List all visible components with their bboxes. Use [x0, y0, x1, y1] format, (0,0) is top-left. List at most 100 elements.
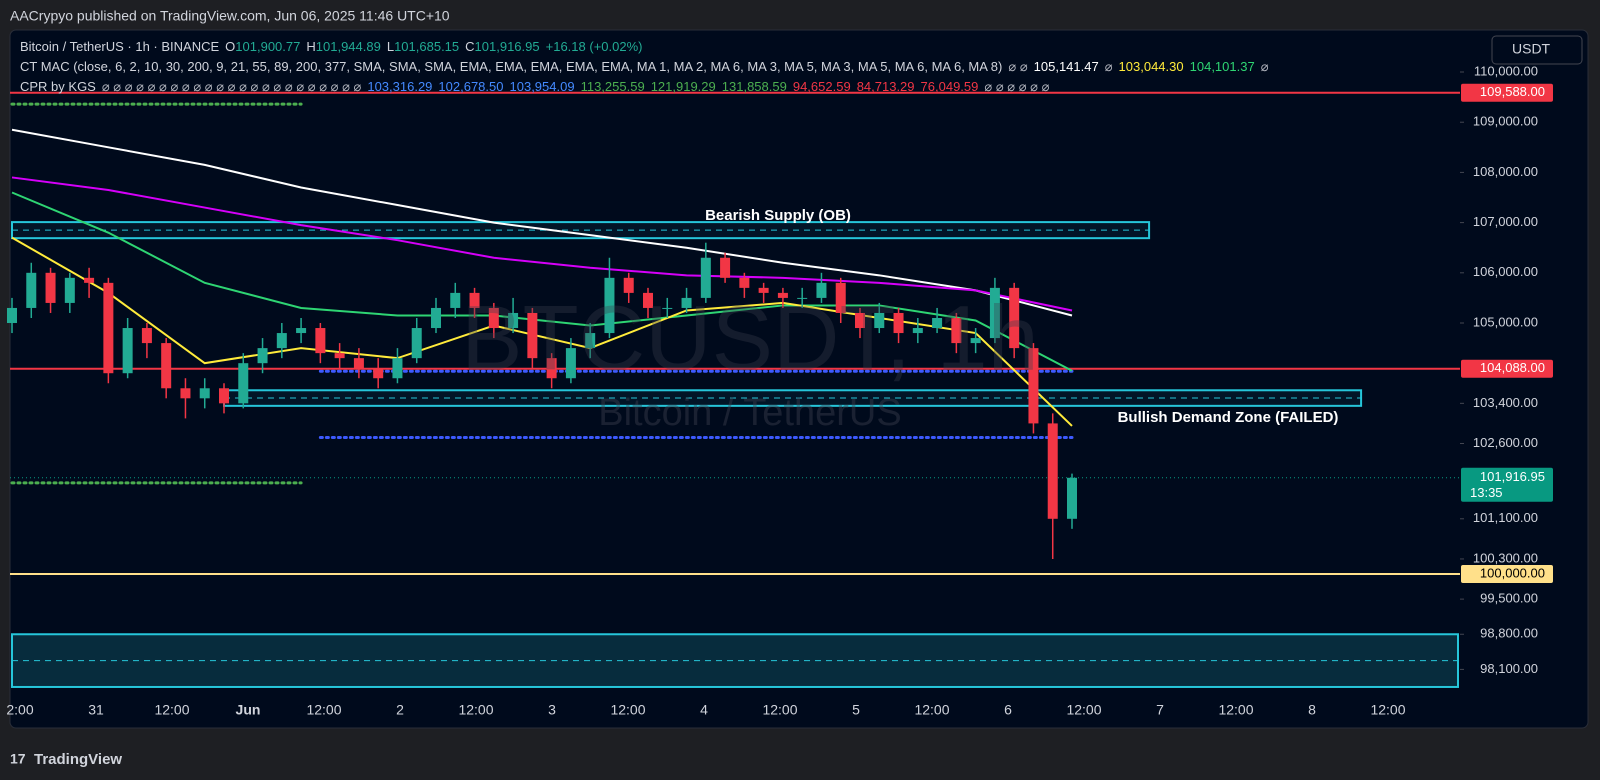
candle-body — [546, 358, 557, 379]
y-tick-label: 101,100.00 — [1473, 510, 1538, 525]
y-tick-label: 110,000.00 — [1474, 63, 1538, 78]
x-tick-label: 4 — [700, 702, 708, 718]
moving-average — [11, 176, 1073, 312]
candle-body — [623, 277, 634, 293]
legend-row: CPR by KGS ⌀ ⌀ ⌀ ⌀ ⌀ ⌀ ⌀ ⌀ ⌀ ⌀ ⌀ ⌀ ⌀ ⌀ ⌀ … — [20, 79, 1050, 94]
price-badge-label: 109,588.00 — [1480, 84, 1545, 99]
x-tick-label: 12:00 — [154, 702, 189, 718]
price-badge — [1461, 83, 1553, 102]
moving-average — [11, 191, 1073, 372]
candle-body — [122, 328, 133, 374]
legend-row: CT MAC (close, 6, 2, 10, 30, 200, 9, 21,… — [20, 59, 1269, 74]
price-badge-label: 104,088.00 — [1480, 360, 1545, 375]
candle-body — [64, 277, 75, 303]
legend-item: 104,101.37 — [1190, 59, 1255, 74]
candle-body — [488, 307, 499, 329]
y-tick-label: 106,000.00 — [1473, 264, 1538, 279]
candle-body — [219, 388, 229, 404]
y-tick-label: 107,000.00 — [1473, 214, 1538, 229]
legend-item: ⌀ — [1105, 59, 1113, 74]
candle-body — [161, 343, 172, 389]
legend-item: 131,858.59 — [722, 79, 787, 94]
legend-item: ⌀ ⌀ ⌀ ⌀ ⌀ ⌀ — [984, 79, 1049, 94]
candle-body — [508, 312, 519, 329]
y-tick-label: 102,600.00 — [1473, 435, 1538, 450]
x-tick-label: 12:00 — [306, 702, 341, 718]
legend-item: 105,141.47 — [1034, 59, 1099, 74]
zone-label: Bearish Supply (OB) — [705, 207, 851, 224]
legend-item: 113,255.59 — [581, 79, 645, 94]
candle-body — [643, 292, 653, 308]
candle-body — [777, 292, 788, 298]
legend-item: 103,044.30 — [1119, 59, 1184, 74]
candle-body — [951, 317, 962, 344]
candle-body — [276, 333, 287, 349]
candle-body — [1047, 423, 1058, 519]
legend-item: 121,919.29 — [651, 79, 716, 94]
currency-label: USDT — [1512, 41, 1551, 57]
y-tick-label: 98,100.00 — [1480, 661, 1538, 676]
candle-body — [989, 287, 1000, 339]
candle-body — [103, 282, 114, 374]
candle-body — [450, 292, 461, 308]
x-tick-label: 31 — [88, 702, 104, 718]
moving-average — [11, 128, 1073, 317]
candle-body — [180, 388, 191, 399]
price-axis — [1460, 66, 1587, 696]
zone — [11, 633, 1459, 688]
candle-body — [758, 287, 769, 293]
candle-body — [932, 317, 943, 329]
legend-item: 101,944.89 — [316, 39, 381, 54]
candle-body — [912, 328, 923, 334]
legend-item: CT MAC (close, 6, 2, 10, 30, 200, 9, 21,… — [20, 59, 1002, 74]
candle-body — [84, 277, 95, 283]
candle-body — [565, 348, 576, 379]
candle-body — [469, 292, 480, 308]
currency-button[interactable] — [1491, 35, 1583, 65]
legend-item: C — [465, 39, 474, 54]
price-badge — [1461, 565, 1553, 584]
legend-item: ⌀ — [1261, 59, 1269, 74]
candle-body — [816, 282, 827, 298]
publish-header: AACrypyo published on TradingView.com, J… — [10, 8, 450, 24]
legend-item: 76,049.59 — [921, 79, 979, 94]
legend-item: 101,685.15 — [394, 39, 459, 54]
candle-body — [296, 328, 307, 334]
legend-item: ⌀ ⌀ ⌀ ⌀ ⌀ ⌀ ⌀ ⌀ ⌀ ⌀ ⌀ ⌀ ⌀ ⌀ ⌀ ⌀ ⌀ ⌀ ⌀ ⌀ … — [102, 79, 362, 94]
y-tick-label: 108,000.00 — [1473, 164, 1538, 179]
last-price-badge — [1461, 467, 1553, 502]
candle-body — [1028, 348, 1039, 424]
x-tick-label: 12:00 — [458, 702, 493, 718]
candle-body — [411, 328, 422, 359]
candle-body — [392, 358, 403, 379]
candle-body — [199, 388, 210, 399]
x-tick-label: 7 — [1156, 702, 1164, 718]
candle-body — [45, 272, 56, 303]
chart-panel — [9, 29, 1589, 729]
legend-item: CPR by KGS — [20, 79, 96, 94]
candle-body — [662, 307, 673, 309]
legend-item: 101,916.95 — [475, 39, 540, 54]
legend-row: Bitcoin / TetherUS · 1h · BINANCE O101,90… — [20, 39, 642, 54]
x-tick-label: 12:00 — [914, 702, 949, 718]
x-tick-label: 2 — [396, 702, 404, 718]
candle-body — [970, 338, 981, 344]
x-tick-label: 12:00 — [762, 702, 797, 718]
candle-body — [238, 363, 249, 404]
x-tick-label: 5 — [852, 702, 860, 718]
candle-body — [585, 333, 596, 349]
y-tick-label: 103,400.00 — [1473, 395, 1538, 410]
candle-body — [797, 297, 808, 299]
candle-body — [739, 277, 750, 288]
watermark: BTCUSDT, 1h — [461, 287, 1039, 389]
x-tick-label: 2:00 — [6, 702, 33, 718]
x-tick-label: Jun — [236, 702, 261, 718]
candle-body — [373, 368, 384, 379]
candle-body — [604, 277, 615, 334]
legend-item: ⌀ ⌀ — [1008, 59, 1027, 74]
logo-icon: 17 — [10, 751, 26, 767]
legend-item: 102,678.50 — [438, 79, 503, 94]
legend-item: L — [387, 39, 394, 54]
footer-logo: TradingView — [34, 751, 122, 768]
x-tick-label: 12:00 — [1066, 702, 1101, 718]
